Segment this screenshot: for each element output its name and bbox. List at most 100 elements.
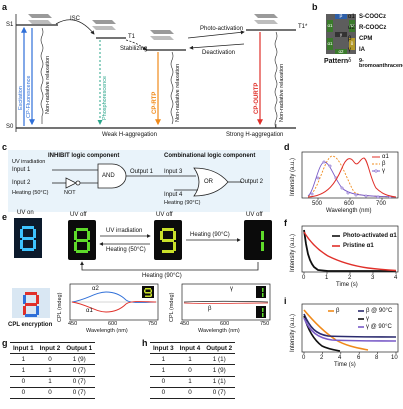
i-tick-4: 4 [338, 355, 342, 361]
table-row: 0 0 0 (7) [10, 386, 96, 399]
h-header-2: Output 2 [203, 341, 236, 355]
segment-top-right: α2 [349, 20, 355, 32]
weak-h-agg-label: Weak H-aggregation [102, 132, 157, 138]
panel-label-c: c [2, 142, 8, 152]
i-legend-0: β [336, 308, 340, 314]
cpl-b-label: β [208, 306, 212, 312]
h-cell: 1 [150, 364, 177, 377]
uv-on-label: UV on [17, 210, 34, 216]
h-cell: 0 (7) [203, 386, 236, 399]
t1-label: T1 [128, 34, 136, 40]
uv-off-label-1: UV off [70, 212, 87, 218]
segment-top-left: α1 [327, 20, 333, 32]
panel-c-logic: INHIBIT logic component Combinational lo… [8, 150, 270, 212]
panel-label-g: g [2, 338, 8, 348]
decay-chart-i [301, 303, 399, 354]
cpl-chart-right [181, 283, 271, 321]
or-gate [193, 167, 229, 197]
heat50-label: Heating (50°C) [106, 247, 146, 253]
d-ylabel: Intensity (a.u.) [290, 157, 296, 196]
cpl-left-tick-450: 450 [68, 321, 78, 327]
cpl-ylabel-left: CPL (mdeg) [57, 292, 63, 322]
stabilizing-label: Stabilizing [120, 46, 148, 52]
excitation-label: Excitation [18, 86, 24, 110]
cpl-right-tick-600: 600 [220, 321, 230, 327]
t1p-label: T1* [298, 24, 308, 30]
cp-fluorescence-label: CP-Fluorescence [26, 75, 32, 119]
panel-a-jablonski: S1 S0 ISC T1 T1* Stabilizing Photo-activ… [6, 10, 308, 140]
input2-label: Input 2 [12, 180, 31, 186]
g-cell: 0 [10, 386, 37, 399]
isc-arrow [55, 19, 95, 35]
gamma-decay-curve [303, 315, 341, 352]
truth-table-g: Input 1 Input 2 Output 1 1 0 1 (9) 1 1 0… [10, 341, 96, 399]
pattern-figure: β α1 α2 γ α1 δ α2 [326, 14, 356, 54]
and-label: AND [102, 173, 115, 179]
panel-label-e: e [2, 212, 8, 222]
table-row: 0 1 1 (1) [150, 375, 236, 388]
i-tick-8: 8 [375, 355, 379, 361]
heating90-label: Heating (90°C) [164, 200, 201, 206]
uv-irradiation-label: UV irradiation [12, 159, 46, 165]
s0-label: S0 [6, 124, 14, 130]
cpl-ylabel-right: CPL (mdeg) [169, 292, 175, 322]
panel-label-b: b [312, 2, 318, 12]
panel-f-chart: Intensity (a.u.) 0 1 2 3 4 Time (s) Phot… [288, 222, 402, 290]
panel-label-a: a [2, 2, 8, 12]
nonrad-1-label: Non-radiative relaxation [45, 55, 51, 114]
input3-label: Input 3 [164, 169, 183, 175]
d-tick-600: 600 [344, 201, 355, 207]
i-legend-3: γ @ 90°C [366, 324, 392, 330]
digit-1-icon [261, 231, 264, 251]
jablonski-diagram [15, 14, 296, 132]
cpl-a1-label: α1 [86, 308, 93, 314]
isc-label: ISC [70, 16, 81, 22]
not-gate [65, 177, 77, 189]
i-tick-10: 10 [391, 355, 398, 361]
g-cell: 0 (7) [63, 375, 96, 388]
segment-bottom: α2 [335, 49, 347, 54]
d-xlabel: Wavelength (nm) [326, 208, 372, 214]
combinational-title: Combinational logic component [164, 153, 256, 159]
cpl-left-xlabel: Wavelength (nm) [86, 328, 128, 334]
d-tick-700: 700 [376, 201, 387, 207]
i-legend-2: γ [366, 316, 369, 322]
legend-text-g: IA [359, 47, 365, 53]
i-tick-0: 0 [302, 355, 306, 361]
photo-activated-curve [303, 229, 396, 272]
molecule-plate [92, 20, 116, 24]
nonrad-2-arrow [170, 51, 174, 125]
panel-label-h: h [142, 338, 148, 348]
table-h: Input 3 Input 4 Output 2 1 1 1 (1) 1 0 1… [150, 341, 236, 399]
input1-label: Input 1 [12, 167, 31, 173]
heat90b-label: Heating (90°C) [142, 273, 182, 279]
legend-text-a2: R-COOCz [359, 25, 387, 31]
uv-off-display-1 [68, 220, 96, 260]
h-cell: 0 [150, 386, 177, 399]
table-g: Input 1 Input 2 Output 1 1 0 1 (9) 1 1 0… [10, 341, 96, 399]
phosphorescence-label: Phosphorescence [102, 75, 108, 120]
h-cell: 1 (1) [203, 375, 236, 388]
heating50-label: Heating (50°C) [12, 190, 49, 196]
d-tick-500: 500 [312, 201, 323, 207]
and-gate [97, 163, 127, 189]
uv-on-display [14, 218, 42, 258]
heat90a-label: Heating (90°C) [190, 232, 230, 238]
nonrad-3-label: Non-radiative relaxation [279, 63, 285, 122]
uv-off-label-3: UV off [246, 212, 263, 218]
g-header-0: Input 1 [10, 341, 37, 355]
photo-activation-label: Photo-activation [200, 26, 244, 32]
g-cell: 1 [36, 375, 64, 388]
panel-label-f: f [284, 218, 287, 228]
table-row: 0 1 0 (7) [10, 375, 96, 388]
cpl-chart-left [69, 283, 159, 321]
deactivation-arrow [189, 43, 245, 50]
molecule-plate [150, 36, 174, 40]
panel-b-legend: α1 S-COOCz α2 R-COOCz β CPM γ IA δ 9-bro… [348, 14, 403, 74]
digit-9-icon [160, 228, 176, 253]
f-ylabel: Intensity (a.u.) [290, 233, 296, 272]
legend-sym-b: β [348, 36, 352, 42]
legend-sym-d: δ [348, 58, 352, 64]
f-tick-3: 3 [371, 275, 375, 281]
panel-d-chart: Intensity (a.u.) 500 600 700 Wavelength … [288, 148, 402, 214]
